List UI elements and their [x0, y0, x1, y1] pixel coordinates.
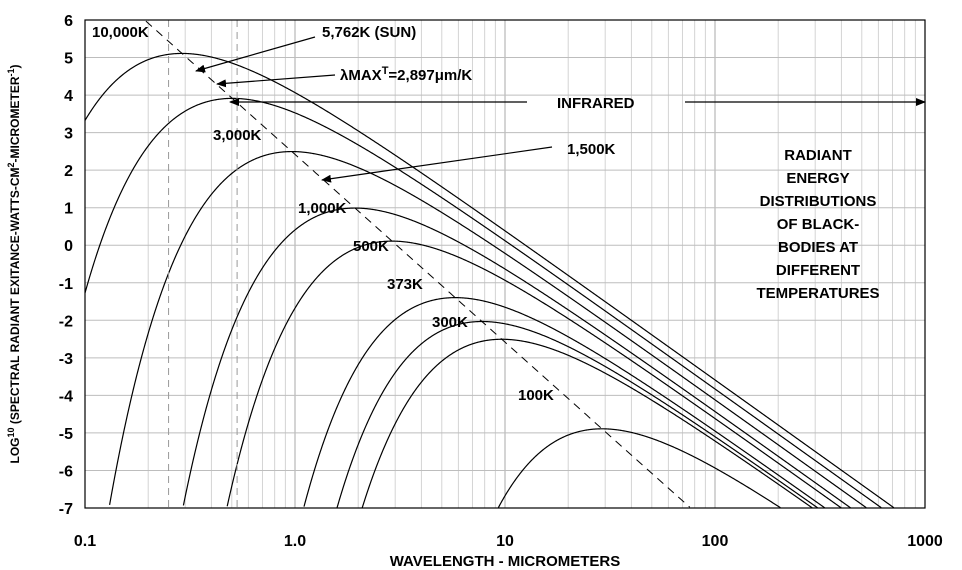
label-500k: 500K — [353, 238, 389, 255]
label-300k: 300K — [432, 314, 468, 331]
label-sun: 5,762K (SUN) — [322, 24, 416, 41]
title-line: ENERGY — [786, 170, 849, 187]
y-tick-label: 2 — [64, 163, 73, 180]
reference-lines — [145, 20, 691, 508]
curve-100K — [497, 428, 781, 509]
curve-10,000K — [84, 52, 895, 509]
curve-1,000K — [226, 240, 842, 509]
label-100k: 100K — [518, 387, 554, 404]
label-1000k: 1,000K — [298, 200, 347, 217]
y-tick-label: 6 — [64, 13, 73, 30]
curve-3,000K — [109, 150, 867, 509]
y-tick-labels: 6 5 4 3 2 1 0 -1 -2 -3 -4 -5 -6 -7 — [59, 13, 73, 518]
y-axis-label: LOG10 (SPECTRAL RADIANT EXITANCE-WATTS-C… — [6, 64, 22, 463]
grid — [85, 20, 925, 508]
x-tick-label: 10 — [496, 533, 514, 550]
curve-300K — [361, 338, 813, 509]
label-wien: λMAXT=2,897μm/K — [340, 65, 472, 84]
title-line: DIFFERENT — [776, 262, 860, 279]
sun-arrow — [195, 36, 316, 73]
label-1500k-arrow — [321, 146, 553, 183]
x-tick-label: 100 — [702, 533, 729, 550]
y-tick-label: -4 — [59, 388, 73, 405]
y-tick-label: 4 — [64, 88, 73, 105]
chart-title: RADIANT ENERGY DISTRIBUTIONS OF BLACK- BODIE… — [756, 147, 879, 302]
curve-373K — [336, 320, 818, 509]
y-tick-label: 0 — [64, 238, 73, 255]
y-tick-label: -1 — [59, 276, 73, 293]
x-tick-label: 1000 — [907, 533, 943, 550]
y-tick-label: -2 — [59, 313, 73, 330]
curves — [84, 52, 895, 509]
x-tick-labels: 0.1 1.0 10 100 1000 — [74, 533, 943, 550]
plot-frame — [84, 19, 926, 509]
x-tick-label: 0.1 — [74, 533, 96, 550]
curve-1,500K — [182, 207, 851, 509]
title-line: OF BLACK- — [777, 216, 860, 233]
y-tick-label: -6 — [59, 463, 73, 480]
title-line: TEMPERATURES — [756, 285, 879, 302]
label-3000k: 3,000K — [213, 127, 262, 144]
x-axis-label: WAVELENGTH - MICROMETERS — [390, 553, 621, 570]
label-1500k: 1,500K — [567, 141, 616, 158]
y-tick-label: -3 — [59, 351, 73, 368]
x-tick-label: 1.0 — [284, 533, 306, 550]
title-line: RADIANT — [784, 147, 852, 164]
title-line: BODIES AT — [778, 239, 858, 256]
label-373k: 373K — [387, 276, 423, 293]
y-tick-label: 3 — [64, 126, 73, 143]
wien-arrow — [216, 74, 336, 88]
y-tick-label: -5 — [59, 426, 73, 443]
label-10000k: 10,000K — [92, 24, 149, 41]
curve-500K — [303, 297, 826, 509]
y-tick-label: 1 — [64, 201, 73, 218]
wien-line — [145, 20, 691, 508]
title-line: DISTRIBUTIONS — [760, 193, 877, 210]
label-infrared: INFRARED — [557, 95, 635, 112]
curve-5,762K (SUN) — [84, 97, 882, 509]
y-tick-label: -7 — [59, 501, 73, 518]
y-tick-label: 5 — [64, 51, 73, 68]
